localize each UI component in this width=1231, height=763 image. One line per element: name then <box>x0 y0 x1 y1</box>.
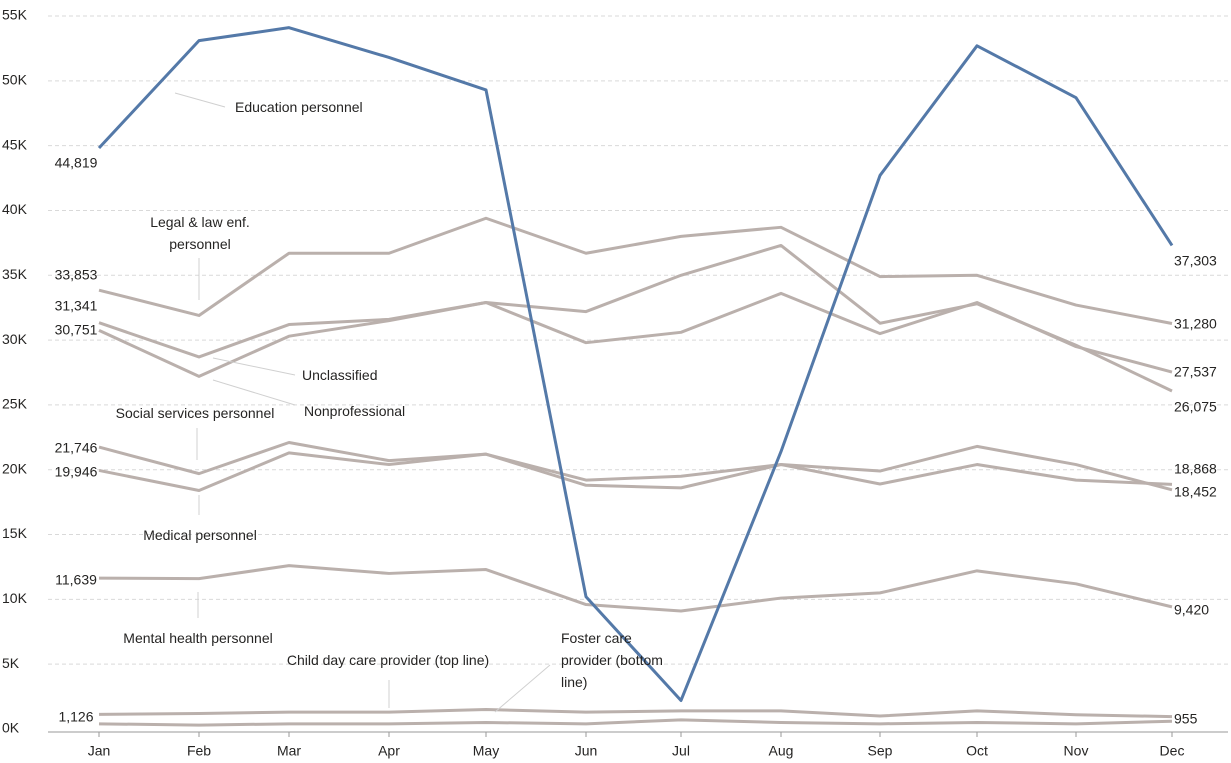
data-label: 18,452 <box>1174 484 1217 500</box>
x-tick-label: Jul <box>672 743 690 759</box>
x-tick-label: May <box>473 743 499 759</box>
y-tick-label: 25K <box>2 396 28 412</box>
y-tick-label: 5K <box>2 655 20 671</box>
y-tick-label: 20K <box>2 460 28 476</box>
series-line <box>97 26 1174 702</box>
series-label: Nonprofessional <box>304 403 406 419</box>
series-line <box>98 708 1173 719</box>
data-label: 9,420 <box>1174 602 1209 618</box>
series-label: Legal & law enf. personnel <box>150 214 250 252</box>
data-label: 19,946 <box>55 464 98 480</box>
leader-line <box>212 357 296 376</box>
series-label: Medical personnel <box>143 527 257 543</box>
series-label: Education personnel <box>235 99 363 115</box>
leader-line <box>212 379 296 406</box>
y-tick-label: 50K <box>2 72 28 88</box>
x-tick-label: Oct <box>966 743 988 759</box>
leader-line <box>494 664 551 713</box>
x-tick-label: Nov <box>1064 743 1089 759</box>
x-tick-label: Aug <box>769 743 794 759</box>
data-label: 37,303 <box>1174 253 1217 269</box>
leader-line <box>174 92 226 108</box>
data-label: 33,853 <box>55 267 98 283</box>
data-label: 1,126 <box>58 709 93 725</box>
x-tick-label: Sep <box>868 743 893 759</box>
y-tick-label: 0K <box>2 720 20 736</box>
x-tick-label: Jan <box>88 743 111 759</box>
data-label: 955 <box>1174 711 1198 727</box>
series-label: Unclassified <box>302 367 378 383</box>
series-line <box>98 564 1173 613</box>
data-label: 31,280 <box>1174 316 1217 332</box>
series-label: Child day care provider (top line) <box>286 652 490 668</box>
y-tick-label: 45K <box>2 136 28 152</box>
y-tick-label: 55K <box>2 7 28 23</box>
data-label: 44,819 <box>55 155 98 171</box>
data-label: 18,868 <box>1174 461 1217 477</box>
data-label: 21,746 <box>55 440 98 456</box>
series-line <box>98 441 1173 492</box>
series-label: Foster care provider (bottom line) <box>561 630 663 690</box>
y-tick-label: 15K <box>2 525 28 541</box>
data-label: 30,751 <box>55 322 98 338</box>
data-label: 26,075 <box>1174 399 1217 415</box>
x-tick-label: Dec <box>1160 743 1185 759</box>
data-label: 27,537 <box>1174 364 1217 380</box>
x-tick-label: Mar <box>277 743 301 759</box>
x-tick-label: Apr <box>378 743 400 759</box>
series-line <box>98 718 1173 727</box>
data-label: 31,341 <box>55 298 98 314</box>
series-line <box>98 451 1173 492</box>
y-tick-label: 10K <box>2 590 28 606</box>
y-tick-label: 35K <box>2 266 28 282</box>
data-label: 11,639 <box>55 572 97 588</box>
series-line <box>98 216 1173 325</box>
y-tick-label: 30K <box>2 331 28 347</box>
x-tick-label: Jun <box>575 743 598 759</box>
x-tick-label: Feb <box>187 743 211 759</box>
series-line <box>98 291 1173 378</box>
series-label: Mental health personnel <box>123 630 273 646</box>
series-label: Social services personnel <box>115 405 275 421</box>
y-tick-label: 40K <box>2 201 28 217</box>
